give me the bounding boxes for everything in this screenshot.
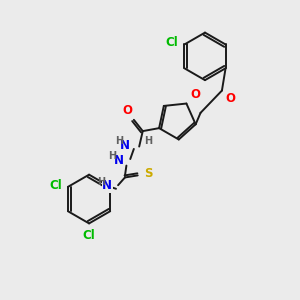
Text: N: N [113,154,123,167]
Text: S: S [144,167,152,180]
Text: O: O [225,92,235,105]
Text: H: H [98,177,106,187]
Text: Cl: Cl [165,37,178,50]
Text: H: H [109,151,117,161]
Text: Cl: Cl [50,179,63,192]
Text: H: H [145,136,153,146]
Text: O: O [190,88,200,101]
Text: H: H [115,136,123,146]
Text: O: O [122,104,132,117]
Text: N: N [102,179,112,192]
Text: N: N [120,139,130,152]
Text: Cl: Cl [83,230,95,242]
